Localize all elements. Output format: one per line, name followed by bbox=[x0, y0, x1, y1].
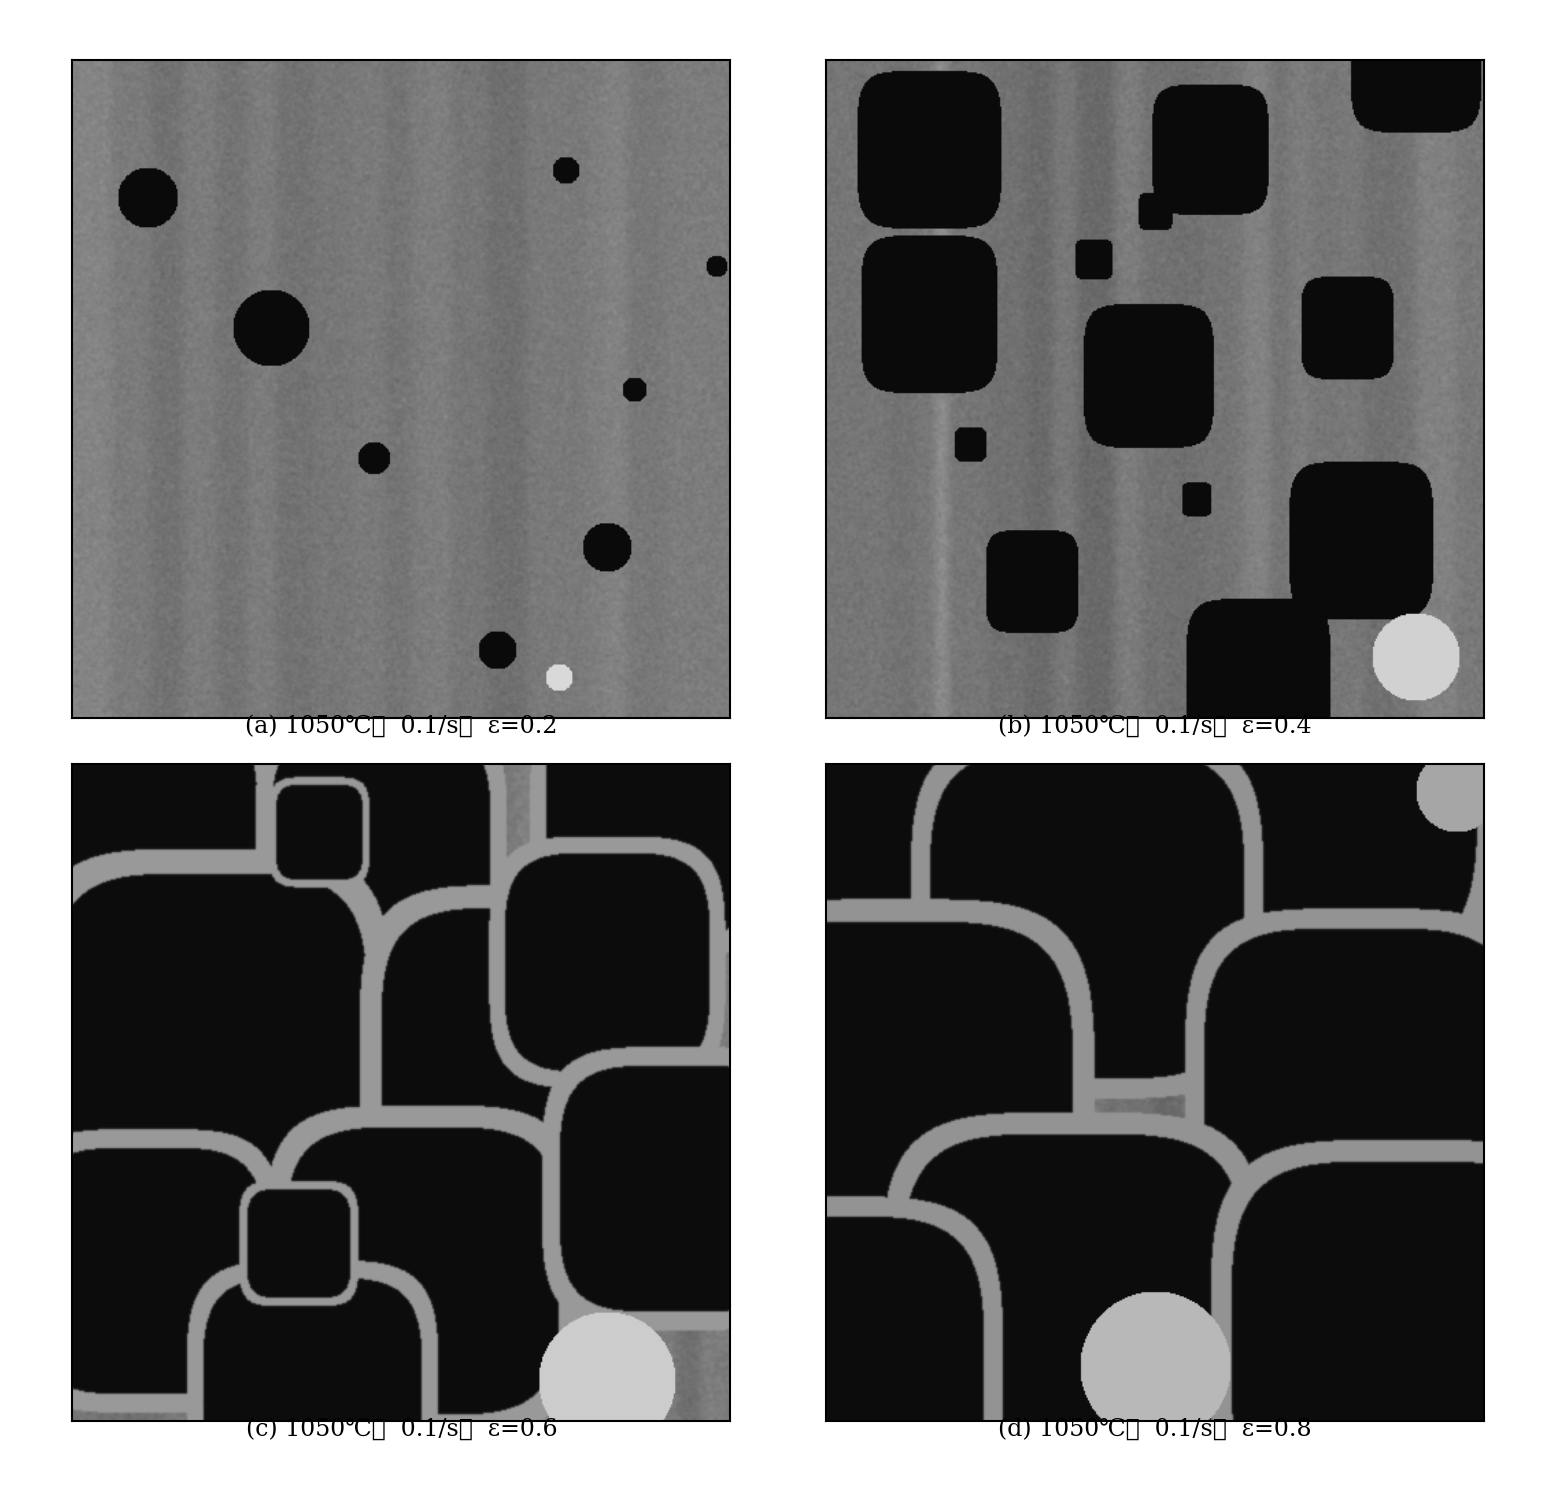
Text: (c) 1050℃，  0.1/s，  ε=0.6: (c) 1050℃， 0.1/s， ε=0.6 bbox=[246, 1418, 557, 1441]
Text: (a) 1050℃，  0.1/s，  ε=0.2: (a) 1050℃， 0.1/s， ε=0.2 bbox=[246, 715, 557, 738]
Text: (d) 1050℃，  0.1/s，  ε=0.8: (d) 1050℃， 0.1/s， ε=0.8 bbox=[997, 1418, 1312, 1441]
Text: (b) 1050℃，  0.1/s，  ε=0.4: (b) 1050℃， 0.1/s， ε=0.4 bbox=[997, 715, 1312, 738]
